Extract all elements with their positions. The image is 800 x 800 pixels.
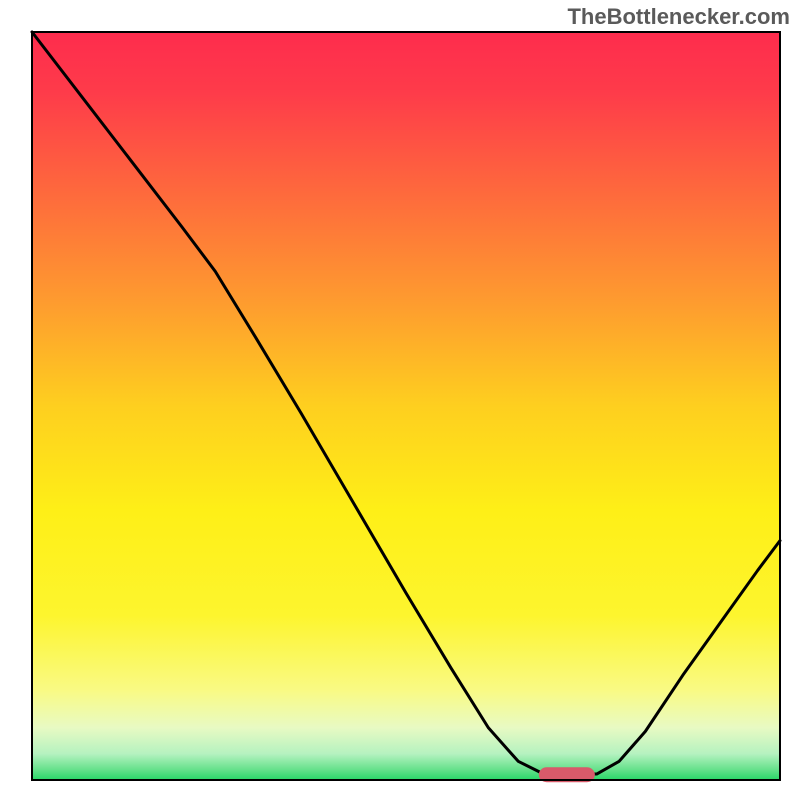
plot-group (32, 32, 780, 782)
gradient-background (32, 32, 780, 780)
bottleneck-chart: TheBottlenecker.com (0, 0, 800, 800)
chart-svg (0, 0, 800, 800)
watermark-text: TheBottlenecker.com (567, 4, 790, 30)
